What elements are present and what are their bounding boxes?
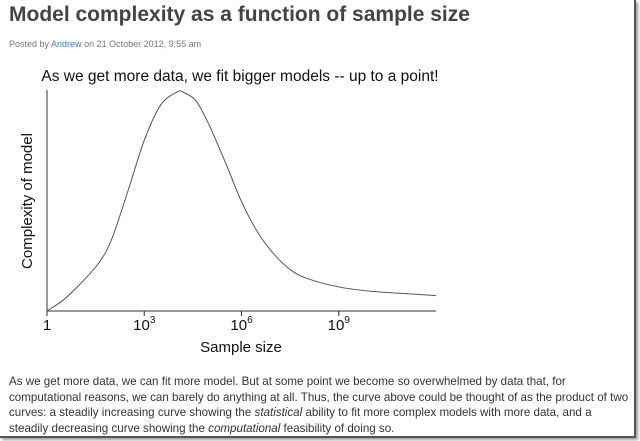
x-tick-label: 109 bbox=[328, 315, 351, 334]
post-body: As we get more data, we can fit more mod… bbox=[9, 374, 634, 436]
post-title[interactable]: Model complexity as a function of sample… bbox=[9, 3, 470, 26]
body-text: As we get more data, we can fit more mod… bbox=[9, 375, 629, 419]
complexity-curve bbox=[46, 90, 437, 312]
body-text: feasibility of doing so. bbox=[280, 421, 395, 435]
x-tick-label: 103 bbox=[133, 315, 156, 334]
x-tick-label: 106 bbox=[230, 315, 253, 334]
x-axis-label: Sample size bbox=[200, 339, 282, 356]
post-meta: Posted by Andrew on 21 October 2012, 9:5… bbox=[9, 39, 201, 49]
body-text: ability to fit more complex models with … bbox=[9, 406, 592, 435]
post-date: on 21 October 2012, 9:55 am bbox=[84, 39, 202, 49]
body-em: computational bbox=[208, 421, 281, 435]
body-em: statistical bbox=[254, 406, 303, 419]
author-link[interactable]: Andrew bbox=[51, 39, 82, 49]
x-tick-label: 1 bbox=[43, 317, 51, 334]
posted-by: Posted by bbox=[9, 39, 50, 49]
y-axis-label: Complexity of model bbox=[19, 133, 36, 269]
chart-title: As we get more data, we fit bigger model… bbox=[41, 68, 438, 85]
